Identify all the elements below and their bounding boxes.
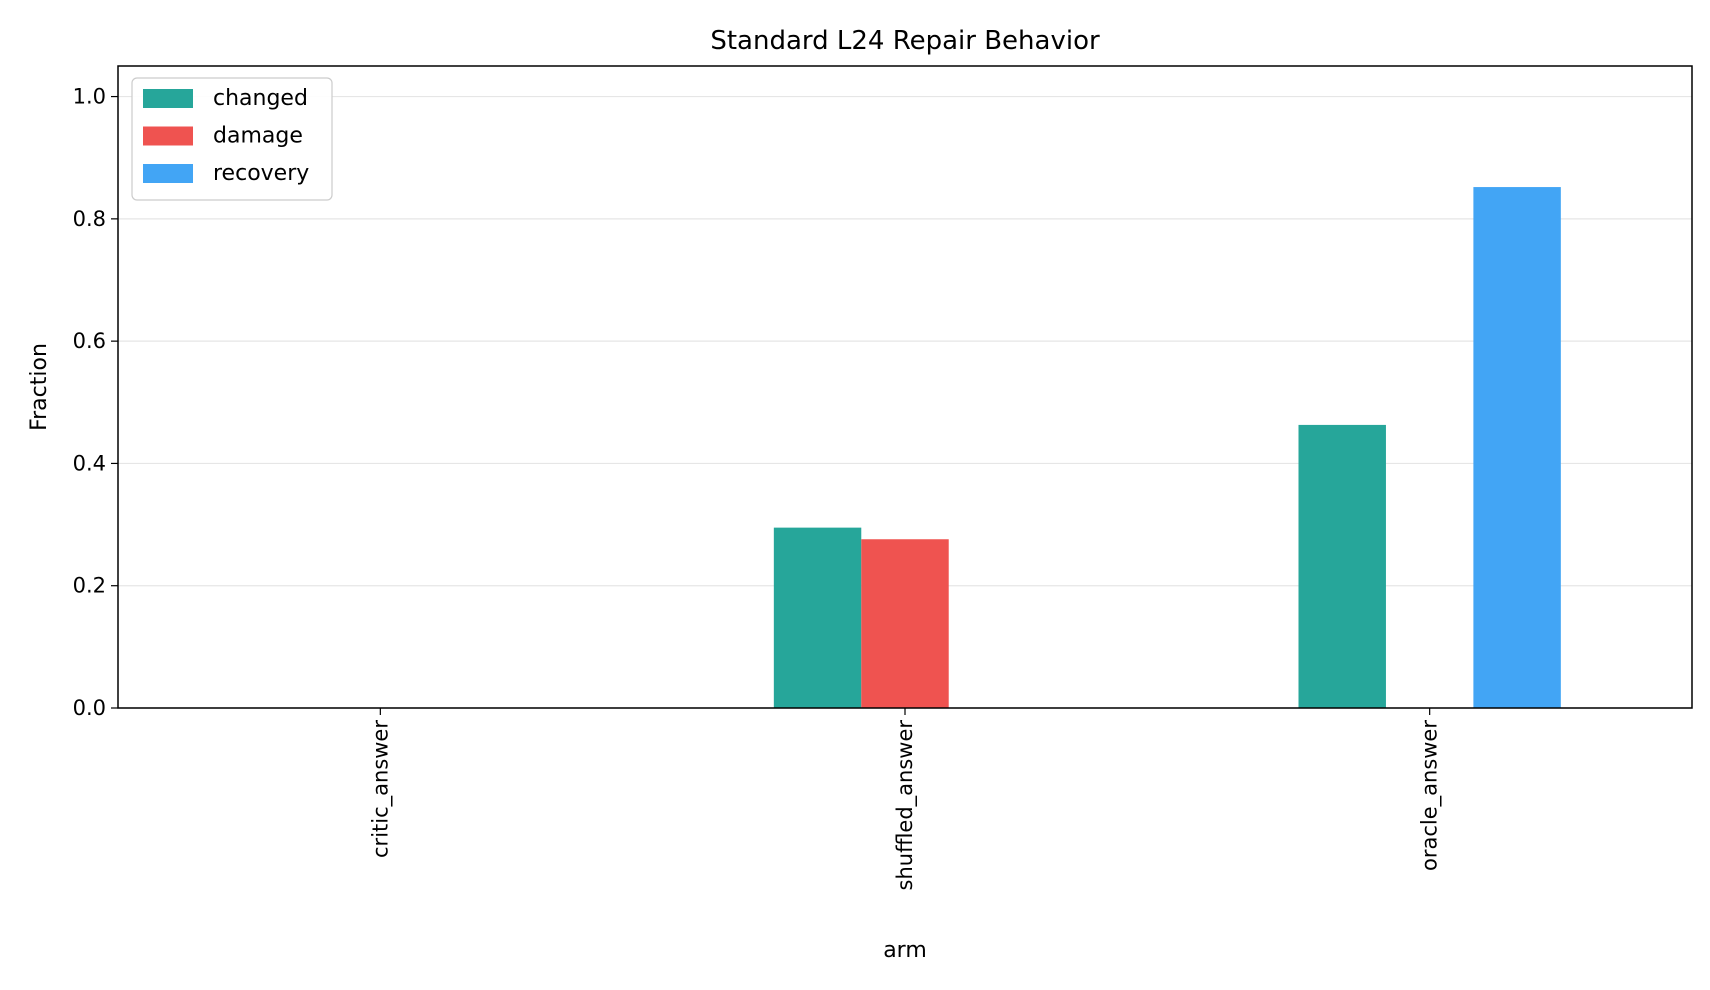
bar-changed-shuffled_answer — [773, 527, 862, 708]
y-axis-label: Fraction — [27, 343, 52, 431]
x-axis: critic_answer shuffled_answer oracle_answe… — [368, 708, 1443, 891]
y-tick-label: 0.0 — [73, 696, 106, 720]
x-axis-label: arm — [883, 938, 927, 963]
legend-swatch-changed — [143, 89, 193, 108]
y-axis: 0.0 0.2 0.4 0.6 0.8 1.0 — [73, 85, 118, 720]
bar-damage-shuffled_answer — [861, 539, 949, 708]
legend-swatch-damage — [143, 126, 193, 146]
chart-title: Standard L24 Repair Behavior — [710, 26, 1100, 56]
y-tick-label: 0.2 — [73, 574, 106, 598]
x-tick-label: critic_answer — [368, 720, 393, 858]
y-tick-label: 0.8 — [73, 207, 106, 231]
bar-recovery-oracle_answer — [1473, 187, 1561, 708]
y-tick-label: 1.0 — [73, 85, 106, 109]
y-tick-label: 0.4 — [73, 451, 106, 475]
y-tick-label: 0.6 — [73, 329, 106, 353]
bars — [773, 187, 1561, 708]
legend-label-changed: changed — [213, 86, 308, 111]
bar-changed-oracle_answer — [1298, 424, 1386, 708]
legend: changed damage recovery — [131, 77, 333, 201]
legend-swatch-recovery — [143, 164, 193, 183]
legend-label-damage: damage — [213, 124, 303, 149]
x-tick-label: oracle_answer — [1418, 720, 1443, 871]
legend-label-recovery: recovery — [213, 161, 309, 186]
x-tick-label: shuffled_answer — [893, 720, 918, 891]
